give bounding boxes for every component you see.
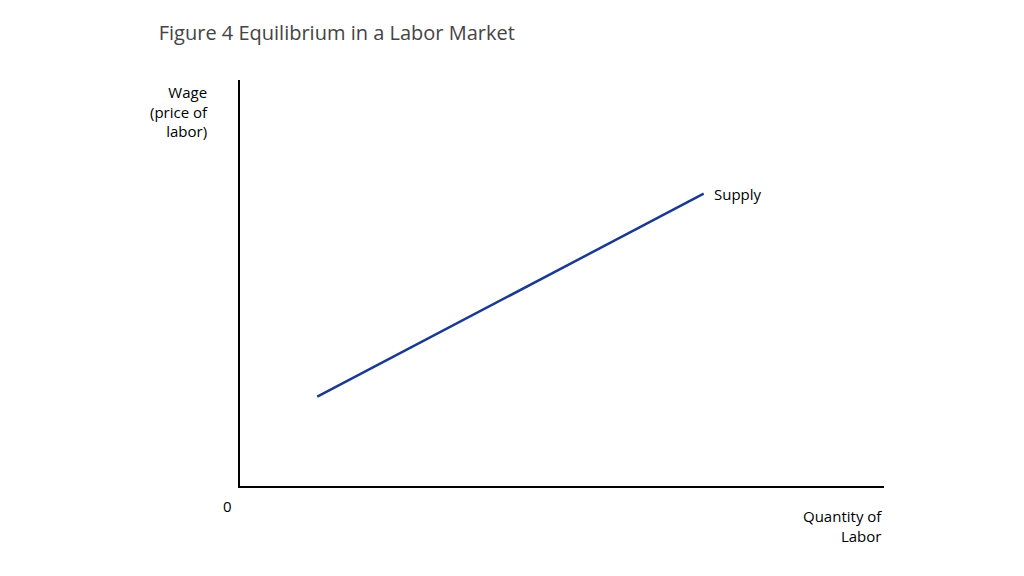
svg-text:Supply: Supply — [714, 184, 762, 204]
svg-text:Figure 4 Equilibrium in a Labo: Figure 4 Equilibrium in a Labor Market — [159, 19, 515, 46]
svg-text:Quantity ofLabor: Quantity ofLabor — [803, 506, 882, 546]
svg-text:0: 0 — [223, 496, 232, 516]
svg-text:Wage(price oflabor): Wage(price oflabor) — [150, 82, 208, 141]
